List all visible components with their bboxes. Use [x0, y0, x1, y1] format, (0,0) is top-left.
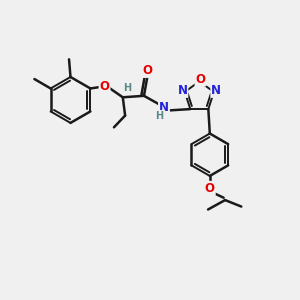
Text: O: O [205, 182, 215, 195]
Text: N: N [159, 100, 169, 113]
Text: O: O [100, 80, 110, 93]
Text: O: O [196, 73, 206, 85]
Text: H: H [155, 111, 164, 121]
Text: H: H [123, 83, 131, 93]
Text: N: N [211, 84, 221, 97]
Text: O: O [142, 64, 152, 77]
Text: N: N [177, 84, 188, 97]
